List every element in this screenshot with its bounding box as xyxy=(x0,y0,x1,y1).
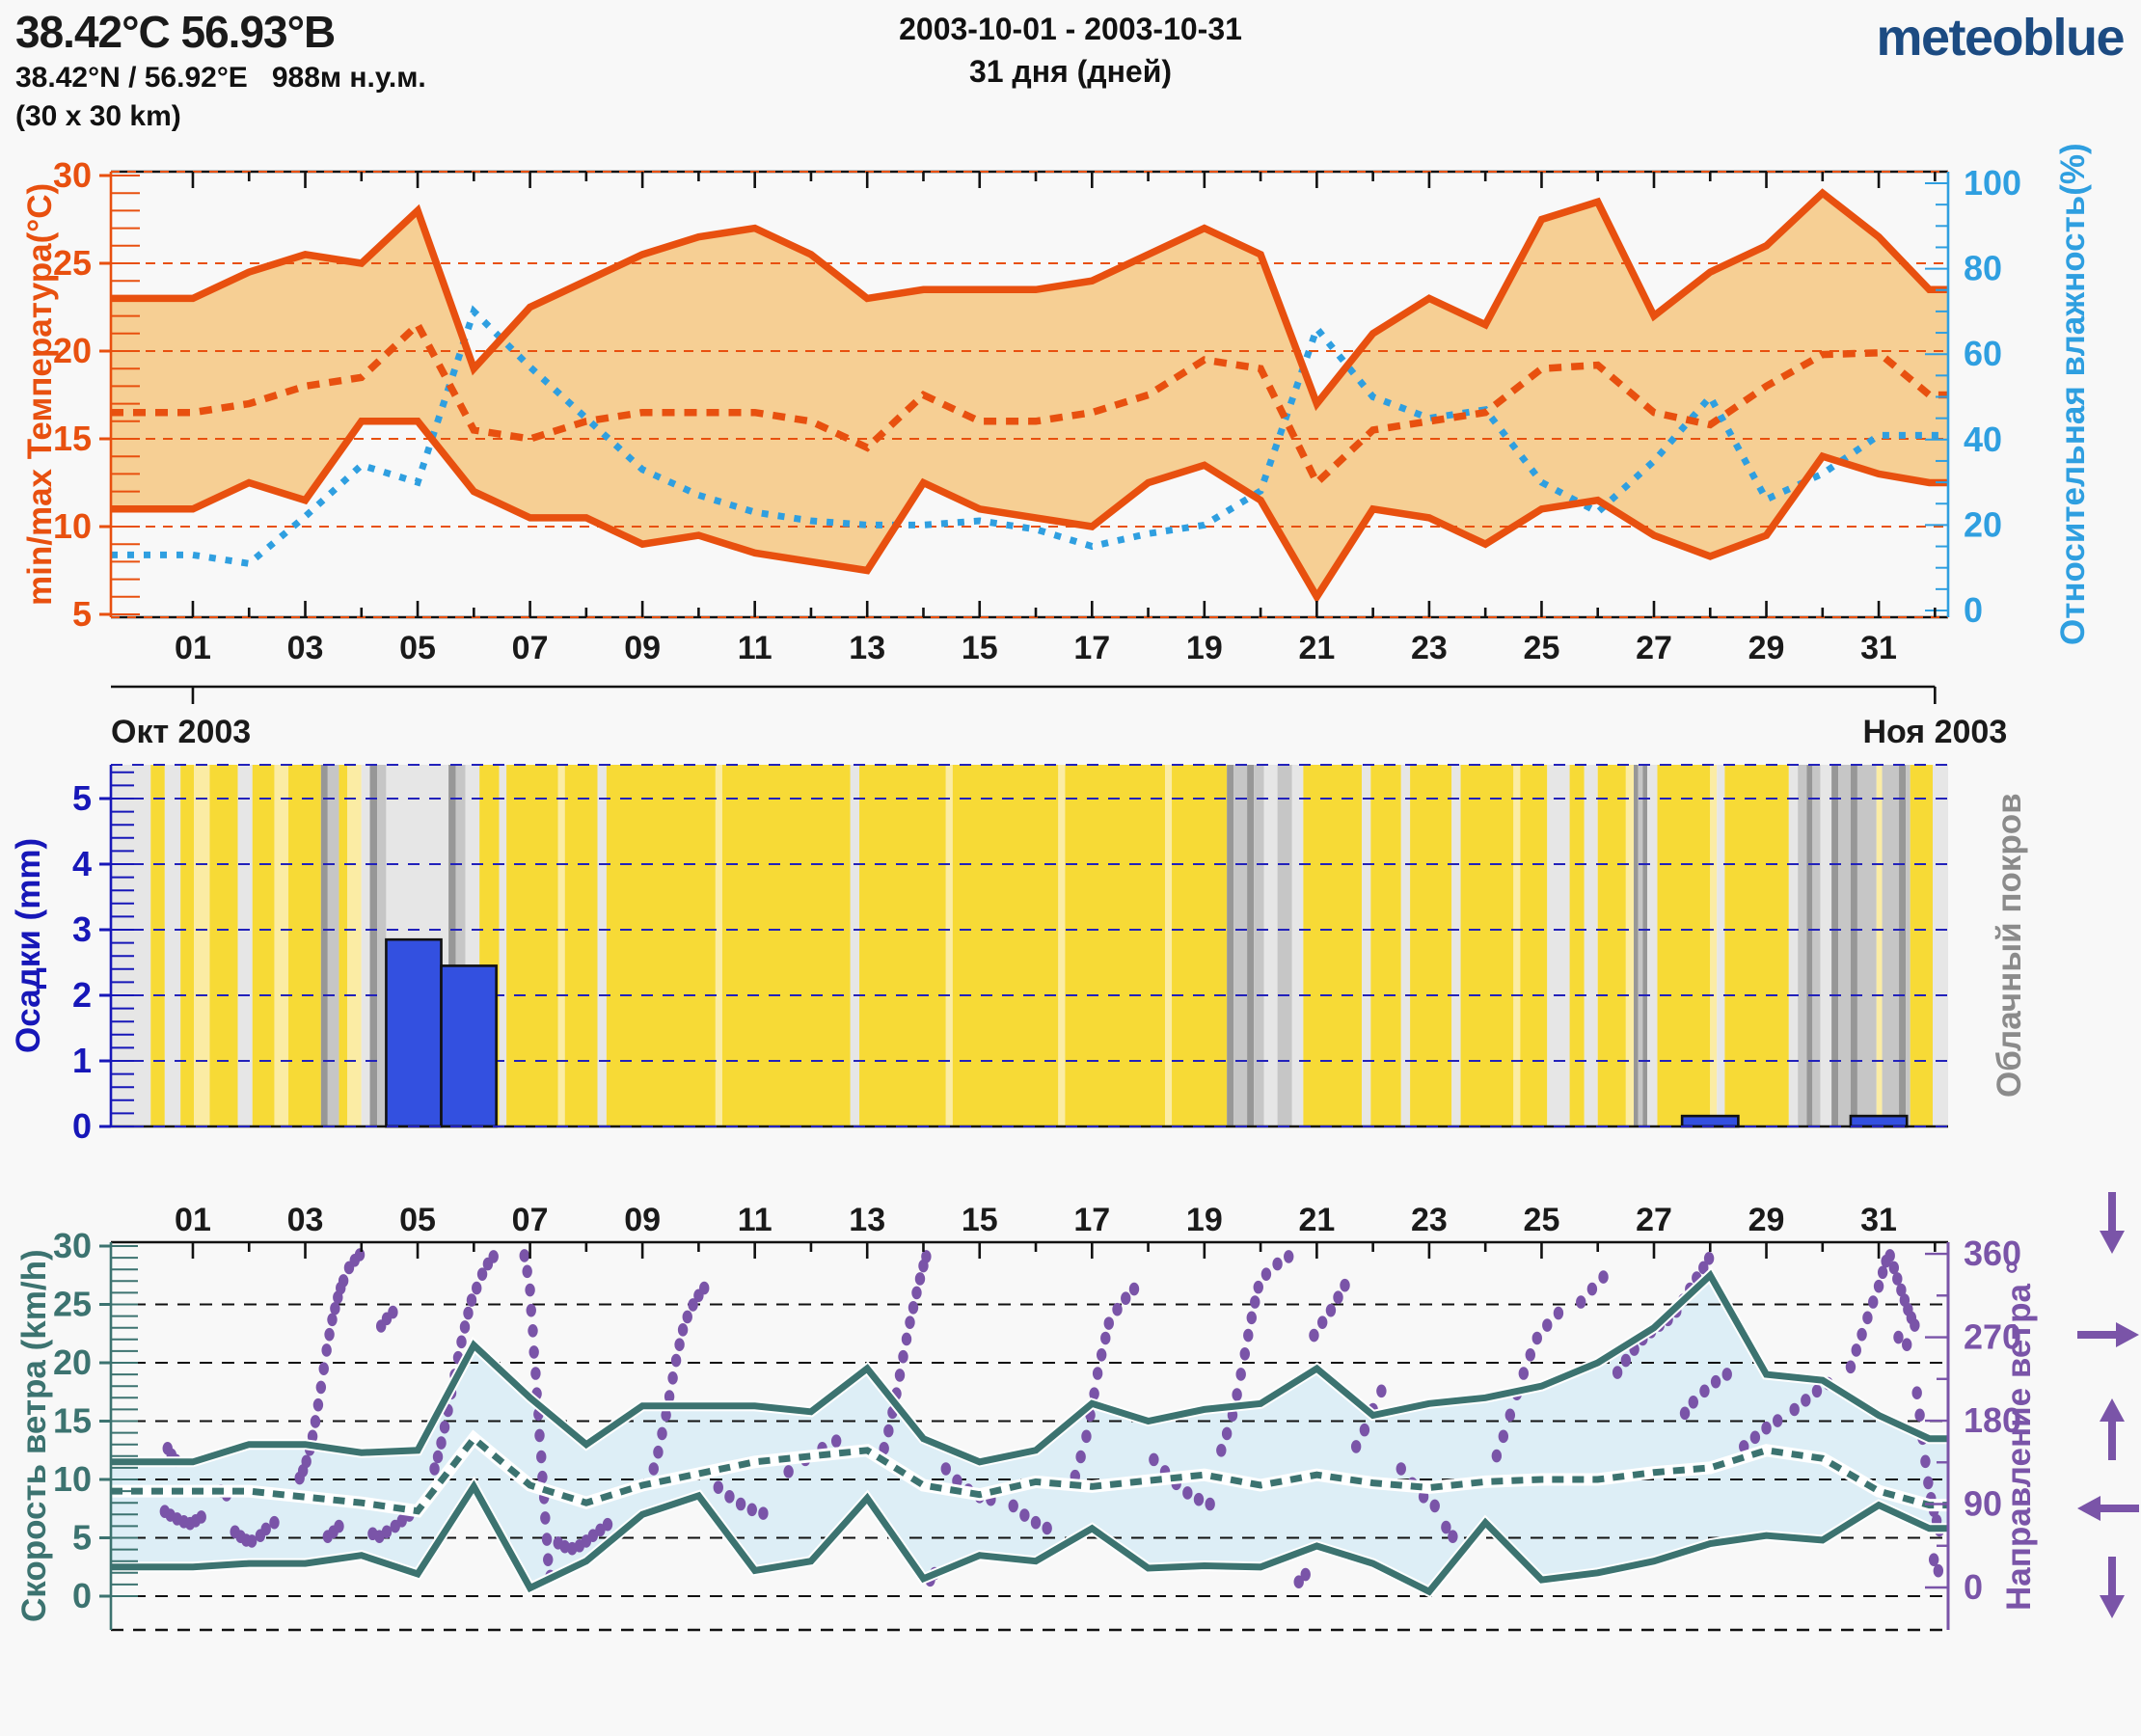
svg-text:31: 31 xyxy=(1860,630,1897,666)
svg-text:05: 05 xyxy=(399,630,436,666)
svg-text:5: 5 xyxy=(72,594,92,634)
svg-text:09: 09 xyxy=(624,1202,661,1238)
svg-text:13: 13 xyxy=(849,1202,885,1238)
cloudcover-axis-title: Облачный покров xyxy=(1991,793,2028,1099)
winddirection-axis-title: Направление ветра ° xyxy=(2000,1261,2038,1612)
svg-text:11: 11 xyxy=(738,630,772,666)
temperature-band xyxy=(111,193,1948,597)
svg-text:0: 0 xyxy=(72,1576,92,1615)
wind-direction-arrows xyxy=(2077,1192,2139,1618)
svg-text:40: 40 xyxy=(1964,420,2002,459)
precipitation-axis-title: Осадки (mm) xyxy=(10,837,47,1054)
svg-text:05: 05 xyxy=(399,1202,436,1238)
svg-text:80: 80 xyxy=(1964,249,2002,288)
temperature-max-line xyxy=(111,188,1948,412)
precipitation-bar xyxy=(385,937,443,1128)
svg-text:17: 17 xyxy=(1073,630,1110,666)
svg-text:25: 25 xyxy=(1524,1202,1560,1238)
svg-text:17: 17 xyxy=(1073,1202,1110,1238)
svg-text:60: 60 xyxy=(1964,334,2002,373)
humidity-axis-title: Относительная влажность(%) xyxy=(2054,143,2092,646)
svg-text:13: 13 xyxy=(849,630,885,666)
svg-text:07: 07 xyxy=(512,1202,549,1238)
wind-panel: 01 03 05 07 09 11 13 15 17 19 21 23 25 27 29 3105101520… xyxy=(53,1202,2021,1632)
svg-text:09: 09 xyxy=(624,630,661,666)
svg-text:5: 5 xyxy=(72,778,92,818)
svg-text:90: 90 xyxy=(1964,1484,2002,1524)
wind-min-line xyxy=(111,1479,1948,1596)
svg-text:21: 21 xyxy=(1298,1202,1335,1238)
svg-text:19: 19 xyxy=(1186,1202,1223,1238)
svg-text:0: 0 xyxy=(1964,590,1983,630)
svg-text:23: 23 xyxy=(1411,630,1448,666)
svg-text:27: 27 xyxy=(1636,630,1672,666)
svg-text:25: 25 xyxy=(1524,630,1560,666)
svg-text:11: 11 xyxy=(738,1202,772,1238)
svg-text:1: 1 xyxy=(72,1041,92,1080)
svg-text:10: 10 xyxy=(53,506,92,546)
temperature-min-line xyxy=(111,418,1948,604)
svg-text:0: 0 xyxy=(72,1106,92,1146)
humidity-line xyxy=(111,305,1948,567)
svg-text:25: 25 xyxy=(53,243,92,283)
svg-text:29: 29 xyxy=(1748,1202,1785,1238)
svg-text:20: 20 xyxy=(53,331,92,370)
svg-text:27: 27 xyxy=(1636,1202,1672,1238)
svg-text:20: 20 xyxy=(53,1343,92,1382)
precipitation-bar xyxy=(1849,1114,1909,1128)
svg-text:15: 15 xyxy=(962,1202,998,1238)
windspeed-axis-title: Скорость ветра (km/h) xyxy=(15,1249,53,1623)
wind-direction-dots xyxy=(159,1248,1945,1589)
precipitation-bar xyxy=(440,964,498,1128)
svg-text:31: 31 xyxy=(1860,1202,1897,1238)
period-title: 2003-10-01 - 2003-10-31 xyxy=(899,12,1242,46)
svg-text:15: 15 xyxy=(53,419,92,458)
svg-text:15: 15 xyxy=(962,630,998,666)
svg-text:30: 30 xyxy=(53,1226,92,1265)
temperature-axis-title: min/max Температура(°C) xyxy=(21,182,59,607)
period-subtitle: 31 дня (дней) xyxy=(968,54,1173,89)
svg-text:03: 03 xyxy=(287,630,324,666)
location-grid-size: (30 x 30 km) xyxy=(15,100,181,132)
svg-text:23: 23 xyxy=(1411,1202,1448,1238)
precipitation-cloudcover-panel: 0 1 2 3 4 5 xyxy=(72,764,1948,1146)
svg-text:07: 07 xyxy=(512,630,549,666)
svg-text:Окт 2003: Окт 2003 xyxy=(111,714,251,750)
wind-max-line xyxy=(111,1269,1948,1466)
svg-text:21: 21 xyxy=(1298,630,1335,666)
svg-text:01: 01 xyxy=(175,1202,211,1238)
svg-text:3: 3 xyxy=(72,909,92,949)
location-title: 38.42°C 56.93°B xyxy=(15,7,336,57)
svg-text:30: 30 xyxy=(53,155,92,195)
svg-text:29: 29 xyxy=(1748,630,1785,666)
temperature-humidity-panel: 5 10 15 20 25 30 0 20 40 60 80 100 01 03 05 07 09 11 13 15 1… xyxy=(53,155,2021,666)
meteoblue-logo: meteoblue xyxy=(1876,9,2125,67)
wind-mean-line xyxy=(111,1433,1948,1515)
svg-text:25: 25 xyxy=(53,1285,92,1324)
svg-text:15: 15 xyxy=(53,1401,92,1441)
svg-text:Ноя 2003: Ноя 2003 xyxy=(1862,714,2007,750)
svg-text:360: 360 xyxy=(1964,1234,2021,1273)
svg-text:01: 01 xyxy=(175,630,211,666)
svg-text:100: 100 xyxy=(1964,163,2021,203)
svg-text:5: 5 xyxy=(72,1518,92,1558)
location-coordinates: 38.42°N / 56.92°E 988м н.у.м. xyxy=(15,62,426,94)
svg-text:0: 0 xyxy=(1964,1567,1983,1607)
svg-text:19: 19 xyxy=(1186,630,1223,666)
svg-text:270: 270 xyxy=(1964,1317,2021,1357)
svg-text:10: 10 xyxy=(53,1459,92,1499)
wind-band xyxy=(111,1275,1948,1592)
svg-text:180: 180 xyxy=(1964,1400,2021,1440)
svg-text:4: 4 xyxy=(72,844,92,883)
svg-text:20: 20 xyxy=(1964,504,2002,544)
month-axis: Окт 2003 Ноя 2003 xyxy=(111,685,2007,750)
svg-text:2: 2 xyxy=(72,975,92,1015)
svg-text:03: 03 xyxy=(287,1202,324,1238)
precipitation-bar xyxy=(1680,1114,1740,1128)
